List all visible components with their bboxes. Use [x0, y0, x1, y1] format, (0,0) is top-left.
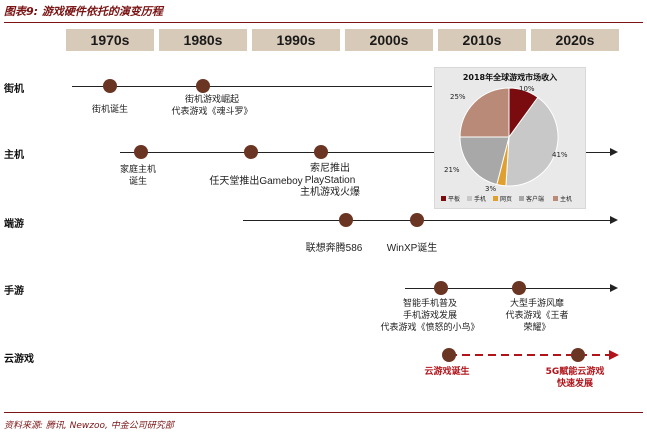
arrow-head-icon	[610, 216, 618, 224]
event-label: WinXP诞生	[386, 243, 438, 254]
source-note: 资料来源: 腾讯, Newzoo, 中金公司研究部	[4, 421, 174, 431]
track-label-cloud: 云游戏	[4, 354, 34, 365]
slice-label-console: 25%	[450, 93, 466, 101]
timeline-dot	[103, 79, 117, 93]
pie-chart	[459, 87, 559, 187]
slice-label-mobile: 41%	[552, 151, 568, 159]
timeline-console	[120, 152, 612, 153]
timeline-dot	[442, 348, 456, 362]
timeline-dot	[134, 145, 148, 159]
arrow-head-icon	[609, 350, 619, 360]
slice-label-tablet: 10%	[519, 85, 535, 93]
pie-slice	[459, 87, 510, 138]
timeline-dot	[571, 348, 585, 362]
event-label: 街机游戏崛起 代表游戏《魂斗罗》	[171, 95, 253, 117]
legend-item-client: 客户端	[519, 194, 544, 203]
pie-slice	[508, 87, 539, 139]
timeline-dot	[434, 281, 448, 295]
decade-2000s: 2000s	[345, 29, 433, 51]
chart-title: 2018年全球游戏市场收入	[462, 73, 558, 82]
legend-item-mobile: 手机	[467, 194, 486, 203]
event-label: 智能手机普及 手机游戏发展 代表游戏《愤怒的小鸟》	[380, 299, 480, 333]
arrow-head-icon	[610, 284, 618, 292]
decade-2010s: 2010s	[438, 29, 526, 51]
legend-item-console: 主机	[553, 194, 572, 203]
pie-slice	[459, 136, 510, 186]
track-label-console: 主机	[4, 150, 24, 161]
page-title: 图表9: 游戏硬件依托的演变历程	[4, 5, 163, 18]
timeline-pc	[243, 220, 612, 221]
timeline-arcade	[72, 86, 432, 87]
decade-1990s: 1990s	[252, 29, 340, 51]
event-label: 索尼推出 PlayStation 主机游戏火爆	[300, 163, 360, 198]
legend-item-tablet: 平板	[441, 194, 460, 203]
timeline-dot	[314, 145, 328, 159]
decade-2020s: 2020s	[531, 29, 619, 51]
event-label: 联想奔腾586	[305, 243, 363, 254]
slice-label-client: 21%	[444, 166, 460, 174]
track-label-mobile: 手游	[4, 286, 24, 297]
title-divider	[4, 22, 643, 23]
decade-1970s: 1970s	[66, 29, 154, 51]
event-label: 云游戏诞生	[424, 367, 470, 377]
slice-label-web: 3%	[485, 185, 497, 193]
event-label: 大型手游风靡 代表游戏《王者 荣耀》	[505, 299, 569, 333]
pie-slice	[505, 96, 559, 187]
timeline-cloud	[449, 350, 619, 360]
legend-item-web: 网页	[493, 194, 512, 203]
timeline-dot	[410, 213, 424, 227]
event-label: 家庭主机 诞生	[119, 165, 157, 187]
event-label: 5G赋能云游戏 快速发展	[545, 367, 605, 389]
event-label: 街机诞生	[91, 105, 129, 115]
timeline-dot	[512, 281, 526, 295]
timeline-mobile	[405, 288, 612, 289]
decade-1980s: 1980s	[159, 29, 247, 51]
footer-divider	[4, 412, 643, 413]
timeline-dot	[196, 79, 210, 93]
pie-chart-panel: 2018年全球游戏市场收入 10% 41% 3% 21% 25% 平板 手机 网…	[434, 67, 586, 209]
track-label-arcade: 街机	[4, 84, 24, 95]
arrow-head-icon	[610, 148, 618, 156]
track-label-pc: 端游	[4, 219, 24, 230]
timeline-dot	[339, 213, 353, 227]
timeline-dot	[244, 145, 258, 159]
event-label: 任天堂推出Gameboy	[209, 176, 303, 187]
